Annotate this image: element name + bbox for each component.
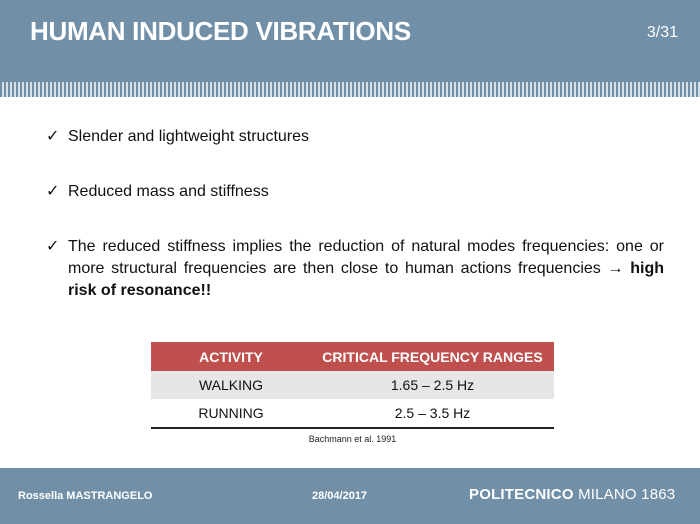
slide-header: HUMAN INDUCED VIBRATIONS 3/31 [0, 0, 700, 82]
table-source: Bachmann et al. 1991 [308, 434, 397, 444]
bullet-list: ✓ Slender and lightweight structures ✓ R… [46, 126, 664, 335]
bullet-item: ✓ The reduced stiffness implies the redu… [46, 236, 664, 302]
logo-bold: POLITECNICO [469, 486, 574, 503]
bullet-text: Slender and lightweight structures [68, 128, 310, 145]
bullet-item: ✓ Slender and lightweight structures [46, 126, 664, 148]
bullet-text: Reduced mass and stiffness [68, 183, 269, 200]
table-cell: RUNNING [151, 399, 311, 429]
column-header: CRITICAL FREQUENCY RANGES [311, 342, 554, 371]
bullet-text: The reduced stiffness implies the reduct… [68, 238, 664, 277]
table-cell: WALKING [151, 371, 311, 399]
bullet-item: ✓ Reduced mass and stiffness [46, 181, 664, 203]
table-header-row: ACTIVITY CRITICAL FREQUENCY RANGES [151, 342, 554, 371]
author: Rossella MASTRANGELO [18, 490, 153, 502]
checkmark-icon: ✓ [46, 183, 60, 200]
slide-footer: Rossella MASTRANGELO 28/04/2017 POLITECN… [0, 468, 700, 524]
table-row: WALKING 1.65 – 2.5 Hz [151, 371, 554, 399]
slide-title: HUMAN INDUCED VIBRATIONS [30, 16, 411, 46]
table-row: RUNNING 2.5 – 3.5 Hz [151, 399, 554, 429]
table-cell: 2.5 – 3.5 Hz [311, 399, 554, 429]
decorative-stripe [0, 82, 700, 97]
date: 28/04/2017 [312, 490, 368, 502]
table-cell: 1.65 – 2.5 Hz [311, 371, 554, 399]
university-logo: POLITECNICO MILANO 1863 [469, 486, 675, 503]
checkmark-icon: ✓ [46, 238, 60, 255]
bullet-emphasis: high risk of resonance!! [68, 260, 665, 299]
logo-rest: MILANO 1863 [578, 486, 676, 503]
checkmark-icon: ✓ [46, 128, 60, 145]
page-number: 3/31 [646, 24, 678, 41]
frequency-table: ACTIVITY CRITICAL FREQUENCY RANGES WALKI… [151, 342, 554, 429]
arrow-right-icon: → [607, 260, 624, 277]
column-header: ACTIVITY [151, 342, 311, 371]
